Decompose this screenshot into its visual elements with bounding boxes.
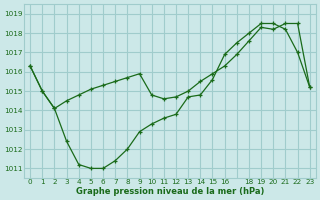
X-axis label: Graphe pression niveau de la mer (hPa): Graphe pression niveau de la mer (hPa): [76, 187, 264, 196]
